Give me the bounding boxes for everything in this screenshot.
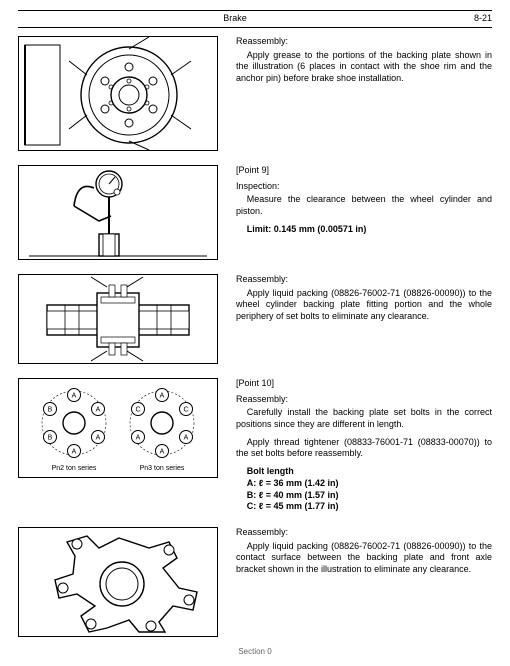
row-5: Reassembly: Apply liquid packing (08826-… [18, 527, 492, 637]
svg-text:A: A [184, 435, 189, 442]
figure-axle-bracket [18, 527, 218, 637]
fig4-left-label: Pn2 ton series [52, 465, 97, 472]
header-rule-bottom [18, 27, 492, 28]
svg-text:B: B [48, 407, 53, 414]
bolt-line-a: A: ℓ = 36 mm (1.42 in) [236, 478, 492, 490]
paragraph-3-0: Apply liquid packing (08826-76002-71 (08… [236, 288, 492, 323]
dial-gauge-diagram [19, 166, 217, 259]
text-col-2: [Point 9] Inspection: Measure the cleara… [218, 165, 492, 241]
fig4-right-label: Pn3 ton series [140, 465, 185, 472]
svg-text:C: C [135, 407, 140, 414]
page: Brake 8-21 [0, 0, 510, 666]
header-row: Brake 8-21 [18, 13, 492, 23]
paragraph-4-1: Apply thread tightener (08833-76001-71 (… [236, 437, 492, 460]
svg-text:C: C [183, 407, 188, 414]
figure-col-2 [18, 165, 218, 260]
text-col-3: Reassembly: Apply liquid packing (08826-… [218, 274, 492, 329]
heading-1: Reassembly: [236, 36, 492, 48]
header-rule-top [18, 10, 492, 11]
svg-text:A: A [96, 435, 101, 442]
figure-bolt-positions: A A A A B B Pn2 ton series A [18, 378, 218, 478]
paragraph-2-0: Measure the clearance between the wheel … [236, 194, 492, 217]
heading-3: Reassembly: [236, 274, 492, 286]
backing-plate-diagram [19, 37, 217, 150]
figure-col-1 [18, 36, 218, 151]
text-col-1: Reassembly: Apply grease to the portions… [218, 36, 492, 91]
heading-5: Reassembly: [236, 527, 492, 539]
bolt-position-diagram: A A A A B B Pn2 ton series A [19, 379, 217, 477]
bolt-line-b: B: ℓ = 40 mm (1.57 in) [236, 490, 492, 502]
svg-text:A: A [96, 407, 101, 414]
footer: Section 0 [18, 647, 492, 656]
figure-wheel-cylinder [18, 274, 218, 364]
header-title: Brake [18, 13, 452, 23]
heading-4: Reassembly: [236, 394, 492, 406]
point-9: [Point 9] [236, 165, 492, 177]
svg-text:A: A [72, 449, 77, 456]
axle-bracket-diagram [19, 528, 217, 636]
heading-2: Inspection: [236, 181, 492, 193]
header-pagenum: 8-21 [452, 13, 492, 23]
limit-line: Limit: 0.145 mm (0.00571 in) [236, 224, 492, 236]
svg-text:A: A [136, 435, 141, 442]
row-4: A A A A B B Pn2 ton series A [18, 378, 492, 513]
row-2: [Point 9] Inspection: Measure the cleara… [18, 165, 492, 260]
row-3: Reassembly: Apply liquid packing (08826-… [18, 274, 492, 364]
paragraph-5-0: Apply liquid packing (08826-76002-71 (08… [236, 541, 492, 576]
svg-text:A: A [160, 393, 165, 400]
figure-dial-gauge [18, 165, 218, 260]
figure-col-3 [18, 274, 218, 364]
paragraph-4-0: Carefully install the backing plate set … [236, 407, 492, 430]
svg-text:B: B [48, 435, 53, 442]
paragraph-1-0: Apply grease to the portions of the back… [236, 50, 492, 85]
content: Reassembly: Apply grease to the portions… [18, 36, 492, 641]
text-col-4: [Point 10] Reassembly: Carefully install… [218, 378, 492, 513]
bolt-length-block: Bolt length A: ℓ = 36 mm (1.42 in) B: ℓ … [236, 466, 492, 513]
point-10: [Point 10] [236, 378, 492, 390]
row-1: Reassembly: Apply grease to the portions… [18, 36, 492, 151]
wheel-cylinder-diagram [19, 275, 217, 363]
figure-col-4: A A A A B B Pn2 ton series A [18, 378, 218, 478]
figure-col-5 [18, 527, 218, 637]
bolt-line-c: C: ℓ = 45 mm (1.77 in) [236, 501, 492, 513]
svg-text:A: A [72, 393, 77, 400]
bolt-title: Bolt length [236, 466, 492, 478]
svg-text:A: A [160, 449, 165, 456]
figure-backing-plate [18, 36, 218, 151]
text-col-5: Reassembly: Apply liquid packing (08826-… [218, 527, 492, 582]
